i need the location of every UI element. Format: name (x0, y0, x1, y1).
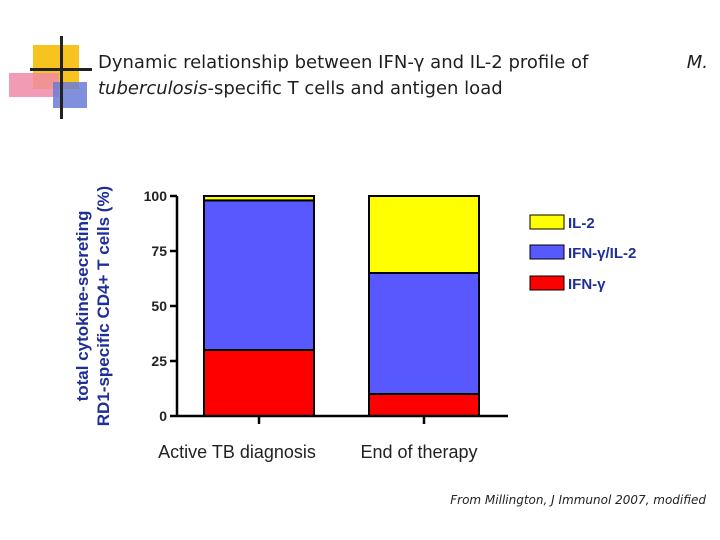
bar-active-tb-seg-1 (203, 199, 315, 351)
x-category-label: End of therapy (360, 442, 477, 462)
y-axis-title-line2: RD1-specific CD4+ T cells (%) (94, 186, 113, 426)
legend-label: IFN-γ (568, 276, 606, 293)
y-tick-label: 75 (151, 243, 167, 259)
citation: From Millington, J Immunol 2007, modifie… (450, 493, 706, 507)
y-tick-label: 100 (144, 188, 168, 204)
title-line-1: Dynamic relationship between IFN-γ and I… (98, 52, 589, 73)
bar-active-tb-seg-0 (203, 349, 315, 417)
x-category-label: Active TB diagnosis (158, 442, 316, 462)
y-tick-label: 25 (151, 353, 167, 369)
legend-swatch (529, 214, 565, 230)
title-line-2: -specific T cells and antigen load (207, 78, 503, 99)
bar-end-of-therapy-seg-2 (368, 195, 480, 274)
bar-end-of-therapy-seg-1 (368, 272, 480, 395)
slide-title: Dynamic relationship between IFN-γ and I… (98, 50, 708, 102)
decorative-vertical-line (60, 36, 63, 119)
legend-label: IFN-γ/IL-2 (568, 245, 636, 262)
legend-swatch (529, 244, 565, 260)
legend-label: IL-2 (568, 215, 595, 232)
title-organism-species: tuberculosis (98, 78, 208, 99)
title-organism-abbrev: M. (686, 52, 708, 73)
y-tick-label: 50 (151, 298, 167, 314)
decorative-blue-square (53, 82, 87, 108)
y-tick-label: 0 (159, 408, 167, 424)
bar-end-of-therapy-seg-0 (368, 393, 480, 417)
decorative-pink-bar (9, 73, 59, 97)
y-axis-title-line1: total cytokine-secreting (73, 211, 92, 402)
bar-active-tb-seg-2 (203, 195, 315, 202)
legend-swatch (529, 275, 565, 291)
decorative-horizontal-line (30, 68, 92, 71)
